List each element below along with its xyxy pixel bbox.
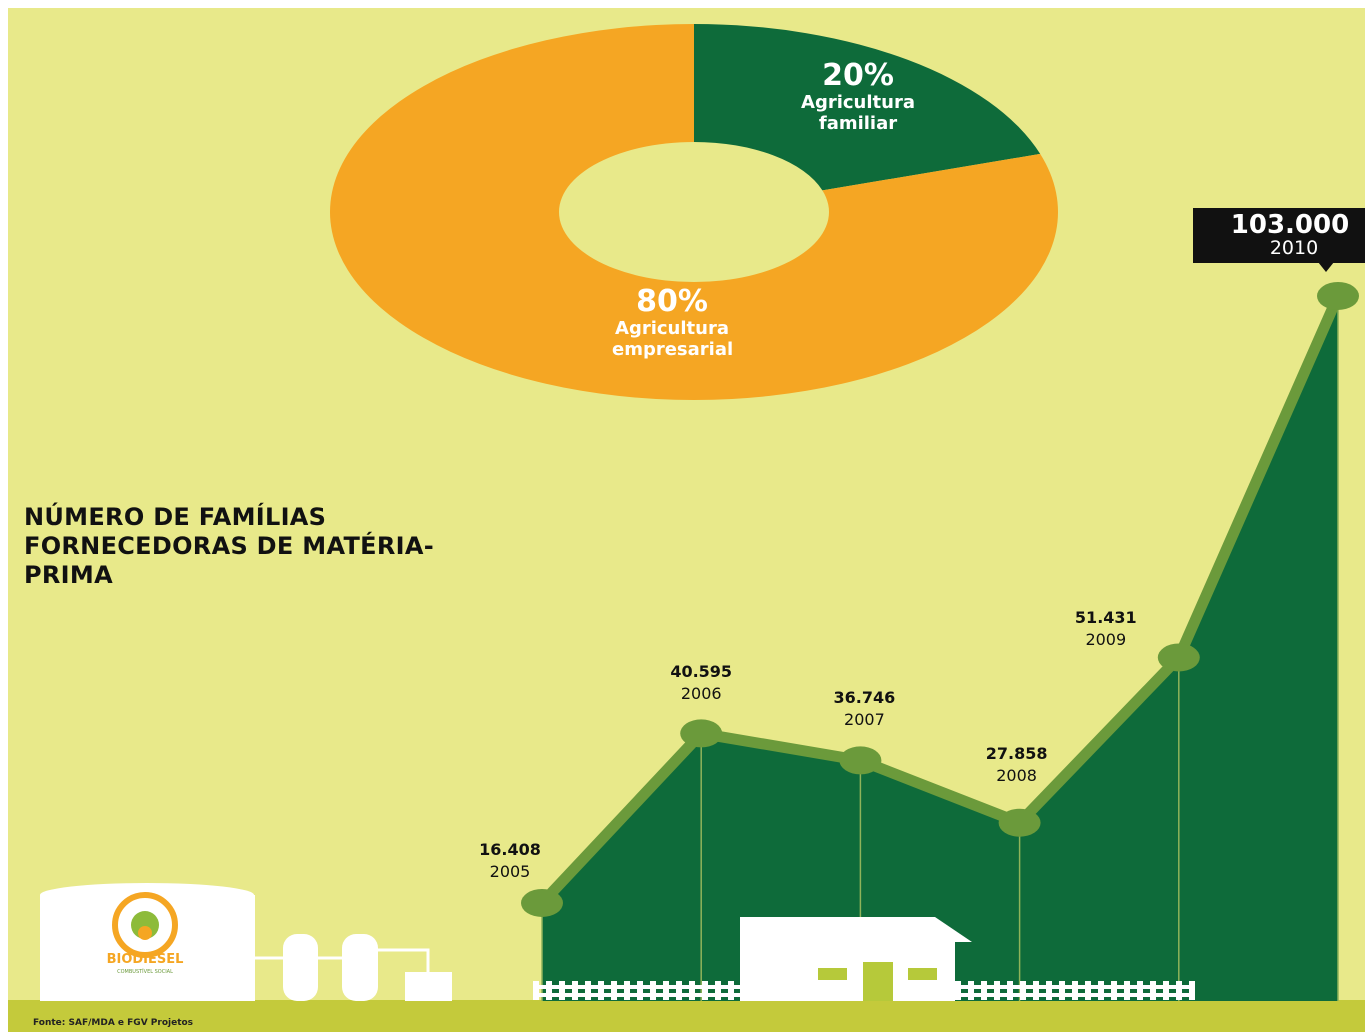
fence-picket xyxy=(1033,981,1039,1000)
fence-picket xyxy=(1007,981,1013,1000)
fence-picket xyxy=(598,981,604,1000)
value-label: 40.595 xyxy=(641,661,761,683)
category-label: 2006 xyxy=(641,683,761,705)
slice-label: 20%Agricultura familiar xyxy=(758,60,958,134)
ground xyxy=(8,1000,1365,1032)
point xyxy=(1317,282,1359,310)
fence-picket xyxy=(1046,981,1052,1000)
fence-picket xyxy=(702,981,708,1000)
fence-picket xyxy=(1150,981,1156,1000)
chart-title: NÚMERO DE FAMÍLIAS FORNECEDORAS DE MATÉR… xyxy=(24,503,474,590)
fence-picket xyxy=(1176,981,1182,1000)
window xyxy=(908,968,937,980)
slice-value: 20% xyxy=(758,60,958,92)
fence-picket xyxy=(728,981,734,1000)
fence-picket xyxy=(624,981,630,1000)
fence-picket xyxy=(1111,981,1117,1000)
silo xyxy=(342,934,378,1001)
fence-picket xyxy=(1085,981,1091,1000)
fence-picket xyxy=(1098,981,1104,1000)
fence-picket xyxy=(1059,981,1065,1000)
logo-drop xyxy=(138,926,152,940)
value-label: 51.431 xyxy=(1046,607,1166,629)
logo-tagline: COMBUSTÍVEL SOCIAL xyxy=(117,968,173,975)
fence-picket xyxy=(585,981,591,1000)
fence-picket xyxy=(663,981,669,1000)
point xyxy=(680,719,722,747)
fence-picket xyxy=(572,981,578,1000)
box xyxy=(405,972,452,1001)
fence-picket xyxy=(1189,981,1195,1000)
point xyxy=(839,746,881,774)
fence-picket xyxy=(981,981,987,1000)
house-roof xyxy=(740,917,972,942)
fence-picket xyxy=(955,981,961,1000)
fence-picket xyxy=(637,981,643,1000)
infographic: BIODIESEL COMBUSTÍVEL SOCIAL 103.0002010… xyxy=(0,0,1365,1032)
category-label: 2010 xyxy=(1270,237,1318,259)
fence-picket xyxy=(994,981,1000,1000)
tank xyxy=(40,895,255,1001)
value-label: 16.408 xyxy=(450,839,570,861)
value-label: 103.000 xyxy=(1231,210,1349,240)
category-label: 2009 xyxy=(1046,629,1166,651)
fence-picket xyxy=(676,981,682,1000)
value-label: 36.746 xyxy=(804,687,924,709)
fence-picket xyxy=(1124,981,1130,1000)
door xyxy=(863,962,893,1001)
silo xyxy=(283,934,318,1001)
category-label: 2005 xyxy=(450,861,570,883)
category-label: 2007 xyxy=(804,709,924,731)
source: Fonte: SAF/MDA e FGV Projetos xyxy=(33,1018,193,1028)
slice-label: 80%Agricultura empresarial xyxy=(572,286,772,360)
slice-value: 80% xyxy=(572,286,772,318)
category-label: 2008 xyxy=(957,765,1077,787)
fence-picket xyxy=(689,981,695,1000)
fence-picket xyxy=(1020,981,1026,1000)
fence-picket xyxy=(533,981,539,1000)
fence-picket xyxy=(715,981,721,1000)
slice-category: Agricultura familiar xyxy=(798,92,918,134)
value-label: 27.858 xyxy=(957,743,1077,765)
point xyxy=(521,889,563,917)
fence-picket xyxy=(546,981,552,1000)
fence-picket xyxy=(1163,981,1169,1000)
fence-picket xyxy=(650,981,656,1000)
fence-picket xyxy=(611,981,617,1000)
point xyxy=(999,809,1041,837)
fence-picket xyxy=(559,981,565,1000)
fence-picket xyxy=(1072,981,1078,1000)
logo-name: BIODIESEL xyxy=(107,952,184,967)
fence-picket xyxy=(968,981,974,1000)
fence-picket xyxy=(1137,981,1143,1000)
slice-category: Agricultura empresarial xyxy=(612,318,732,360)
window xyxy=(818,968,847,980)
